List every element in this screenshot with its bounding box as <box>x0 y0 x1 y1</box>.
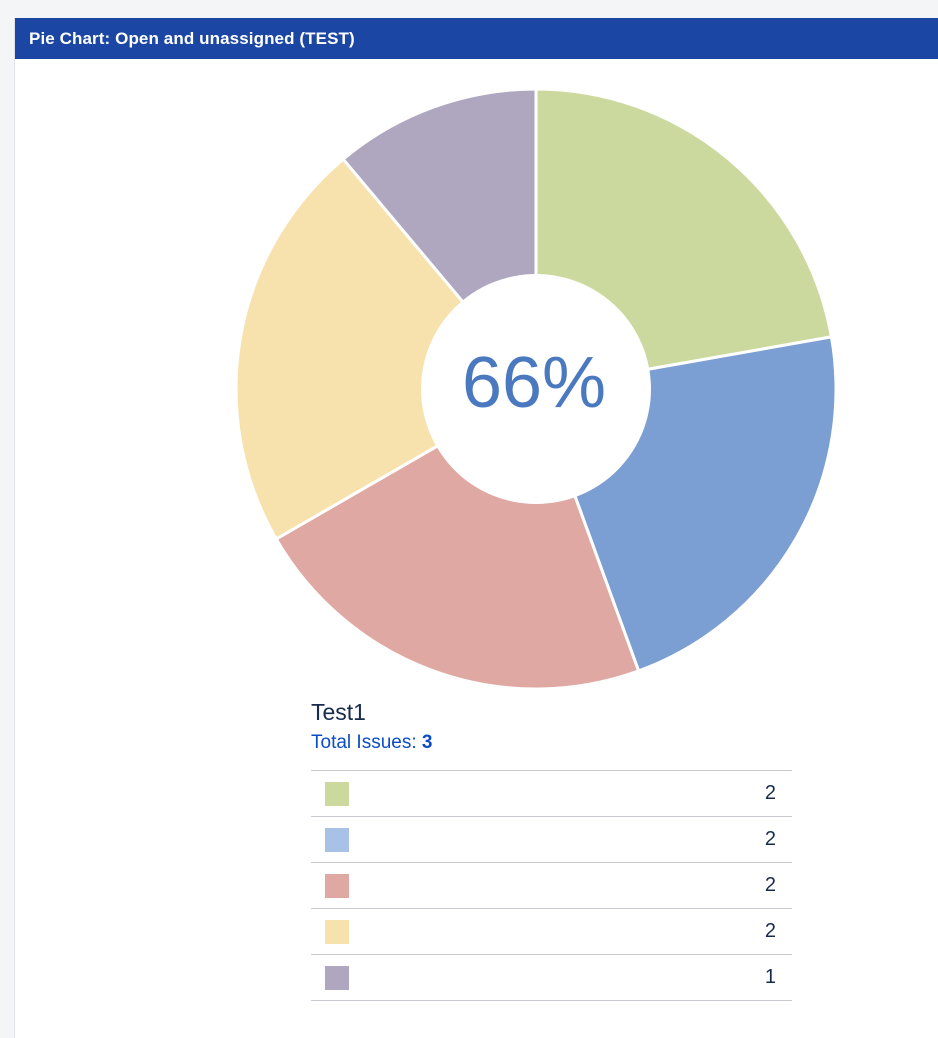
legend-row[interactable]: 1 <box>311 955 792 1001</box>
legend-row-count[interactable]: 2 <box>764 874 776 896</box>
total-issues-label: Total Issues: <box>311 732 417 753</box>
pie-slice-4[interactable] <box>234 157 539 542</box>
total-issues: Total Issues: 3 <box>311 732 792 754</box>
legend-row[interactable]: 2 <box>311 863 792 909</box>
legend-title: Test1 <box>311 699 366 725</box>
legend-color-swatch <box>325 919 349 944</box>
legend: Test1 Total Issues: 3 2 2 2 2 <box>311 698 792 1001</box>
donut-hole <box>421 274 651 504</box>
gadget-title: Pie Chart: Open and unassigned (TEST) <box>29 28 355 48</box>
legend-color-swatch <box>325 827 349 852</box>
legend-row[interactable]: 2 <box>311 771 792 817</box>
legend-color-swatch <box>325 873 349 898</box>
total-issues-count[interactable]: 3 <box>421 732 433 753</box>
legend-table: 2 2 2 2 1 <box>311 770 792 1001</box>
legend-row-count[interactable]: 1 <box>764 966 776 988</box>
pie-chart-gadget: Pie Chart: Open and unassigned (TEST) 66… <box>14 18 938 1038</box>
center-percentage-label: 66% <box>462 343 606 423</box>
gadget-header: Pie Chart: Open and unassigned (TEST) <box>15 18 938 59</box>
legend-color-swatch <box>325 965 349 990</box>
legend-row[interactable]: 2 <box>311 909 792 955</box>
legend-row-count[interactable]: 2 <box>764 828 776 850</box>
legend-row-count[interactable]: 2 <box>764 782 776 804</box>
legend-color-swatch <box>325 781 349 806</box>
legend-row[interactable]: 2 <box>311 817 792 863</box>
pie-chart: 66% <box>234 87 838 691</box>
legend-row-count[interactable]: 2 <box>764 920 776 942</box>
